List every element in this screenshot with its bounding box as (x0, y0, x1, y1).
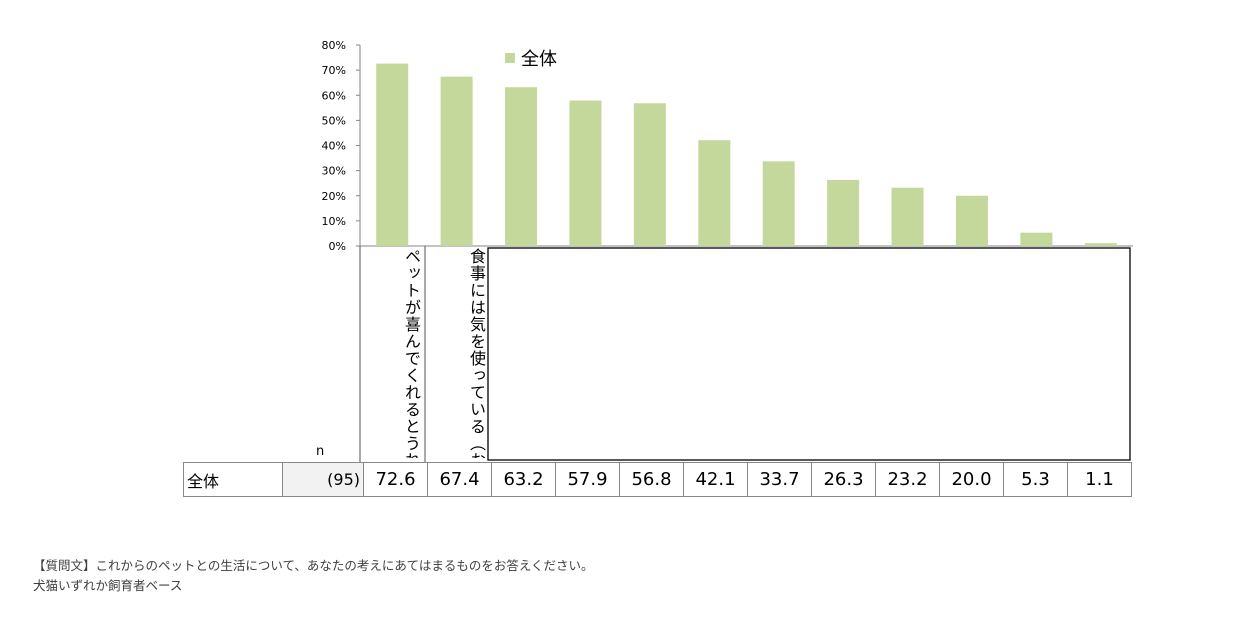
y-tick-label: 10% (322, 215, 346, 228)
bar-10 (1020, 232, 1053, 246)
y-tick-label: 60% (322, 89, 346, 102)
base-note: 犬猫いずれか飼育者ベース (33, 578, 183, 593)
bar-2 (505, 87, 538, 247)
value-cell-2: 63.2 (491, 462, 556, 497)
data-table: 全体 (95) 72.6 67.4 63.2 57.9 56.8 42.1 33… (183, 462, 1132, 497)
y-tick-label: 0% (329, 240, 346, 253)
category-label-0: ペットが喜んでくれるとうれしい (402, 248, 421, 458)
bar-3 (569, 100, 602, 247)
n-value: (95) (282, 462, 364, 497)
value-cell-5: 42.1 (683, 462, 748, 497)
y-tick-label: 70% (322, 64, 346, 77)
category-frame (359, 246, 1131, 462)
bar-11 (1084, 243, 1117, 246)
bar-5 (698, 140, 731, 246)
value-cell-9: 20.0 (939, 462, 1004, 497)
value-cell-7: 26.3 (811, 462, 876, 497)
table-row: 全体 (95) 72.6 67.4 63.2 57.9 56.8 42.1 33… (183, 462, 1132, 497)
y-tick-label: 40% (322, 140, 346, 153)
bar-7 (827, 179, 860, 246)
bar-9 (955, 195, 988, 246)
bar-0 (376, 63, 409, 246)
bar-8 (891, 187, 924, 246)
value-cell-8: 23.2 (875, 462, 940, 497)
bar-1 (440, 76, 473, 246)
legend-swatch (505, 53, 515, 63)
bar-6 (762, 161, 795, 246)
value-cell-3: 57.9 (555, 462, 620, 497)
y-tick-label: 80% (322, 39, 346, 52)
bars (376, 63, 1117, 247)
value-cell-11: 1.1 (1067, 462, 1132, 497)
value-cell-4: 56.8 (619, 462, 684, 497)
question-note: 【質問文】これからのペットとの生活について、あなたの考えにあてはまるものをお答え… (33, 558, 594, 573)
value-cell-10: 5.3 (1003, 462, 1068, 497)
row-label: 全体 (183, 462, 283, 497)
legend: 全体 (505, 49, 557, 70)
value-cell-6: 33.7 (747, 462, 812, 497)
y-axis: 0% 10% 20% 30% 40% 50% 60% 70% 80% (322, 39, 1133, 253)
y-tick-label: 30% (322, 165, 346, 178)
legend-label: 全体 (521, 49, 557, 70)
value-cell-1: 67.4 (427, 462, 492, 497)
bar-4 (633, 103, 666, 246)
y-tick-label: 50% (322, 114, 346, 127)
y-tick-label: 20% (322, 190, 346, 203)
value-cell-0: 72.6 (363, 462, 428, 497)
n-header: n (316, 444, 325, 459)
category-label-1: 食事には気を使っている（おいしさ、栄養バランス、無添加など） (428, 248, 486, 458)
